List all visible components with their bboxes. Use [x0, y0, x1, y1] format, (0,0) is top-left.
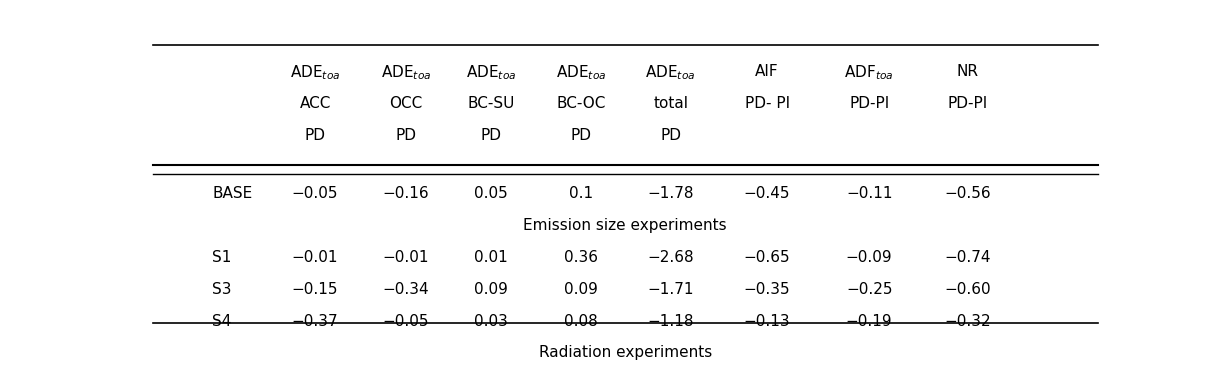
Text: S1: S1	[212, 250, 232, 265]
Text: 0.08: 0.08	[564, 314, 598, 329]
Text: −1.71: −1.71	[648, 282, 694, 297]
Text: 0.05: 0.05	[475, 186, 508, 201]
Text: −0.37: −0.37	[292, 314, 338, 329]
Text: ADE$_{toa}$: ADE$_{toa}$	[466, 64, 516, 82]
Text: BASE: BASE	[212, 186, 253, 201]
Text: −0.34: −0.34	[383, 282, 429, 297]
Text: S4: S4	[212, 314, 232, 329]
Text: −0.74: −0.74	[944, 250, 991, 265]
Text: NR: NR	[956, 64, 978, 79]
Text: PD-PI: PD-PI	[948, 96, 988, 111]
Text: PD: PD	[570, 128, 592, 143]
Text: −0.01: −0.01	[383, 250, 429, 265]
Text: −0.09: −0.09	[845, 250, 893, 265]
Text: PD- PI: PD- PI	[744, 96, 789, 111]
Text: −0.05: −0.05	[383, 314, 429, 329]
Text: −2.68: −2.68	[648, 250, 694, 265]
Text: ACC: ACC	[299, 96, 331, 111]
Text: 0.09: 0.09	[475, 282, 508, 297]
Text: ADE$_{toa}$: ADE$_{toa}$	[555, 64, 606, 82]
Text: 0.09: 0.09	[564, 282, 598, 297]
Text: 0.1: 0.1	[569, 186, 593, 201]
Text: −1.18: −1.18	[648, 314, 694, 329]
Text: PD: PD	[305, 128, 326, 143]
Text: PD-PI: PD-PI	[849, 96, 889, 111]
Text: −0.19: −0.19	[845, 314, 893, 329]
Text: ADE$_{toa}$: ADE$_{toa}$	[645, 64, 695, 82]
Text: −0.65: −0.65	[744, 250, 791, 265]
Text: −0.60: −0.60	[944, 282, 991, 297]
Text: 0.03: 0.03	[475, 314, 508, 329]
Text: −0.05: −0.05	[292, 186, 338, 201]
Text: −0.15: −0.15	[292, 282, 338, 297]
Text: BC-OC: BC-OC	[556, 96, 605, 111]
Text: 0.36: 0.36	[564, 250, 598, 265]
Text: −0.32: −0.32	[944, 314, 991, 329]
Text: −0.56: −0.56	[944, 186, 991, 201]
Text: −0.13: −0.13	[744, 314, 791, 329]
Text: PD: PD	[395, 128, 416, 143]
Text: −0.45: −0.45	[744, 186, 791, 201]
Text: PD: PD	[660, 128, 681, 143]
Text: total: total	[653, 96, 688, 111]
Text: ADE$_{toa}$: ADE$_{toa}$	[290, 64, 340, 82]
Text: −1.78: −1.78	[648, 186, 694, 201]
Text: AIF: AIF	[755, 64, 778, 79]
Text: −0.35: −0.35	[744, 282, 791, 297]
Text: −0.25: −0.25	[845, 282, 893, 297]
Text: OCC: OCC	[389, 96, 422, 111]
Text: −0.01: −0.01	[292, 250, 338, 265]
Text: PD: PD	[481, 128, 501, 143]
Text: −0.11: −0.11	[845, 186, 893, 201]
Text: ADE$_{toa}$: ADE$_{toa}$	[381, 64, 431, 82]
Text: 0.01: 0.01	[475, 250, 508, 265]
Text: S3: S3	[212, 282, 232, 297]
Text: BC-SU: BC-SU	[467, 96, 515, 111]
Text: −0.16: −0.16	[383, 186, 429, 201]
Text: Radiation experiments: Radiation experiments	[538, 346, 712, 361]
Text: ADF$_{toa}$: ADF$_{toa}$	[844, 64, 894, 82]
Text: Emission size experiments: Emission size experiments	[523, 218, 727, 233]
